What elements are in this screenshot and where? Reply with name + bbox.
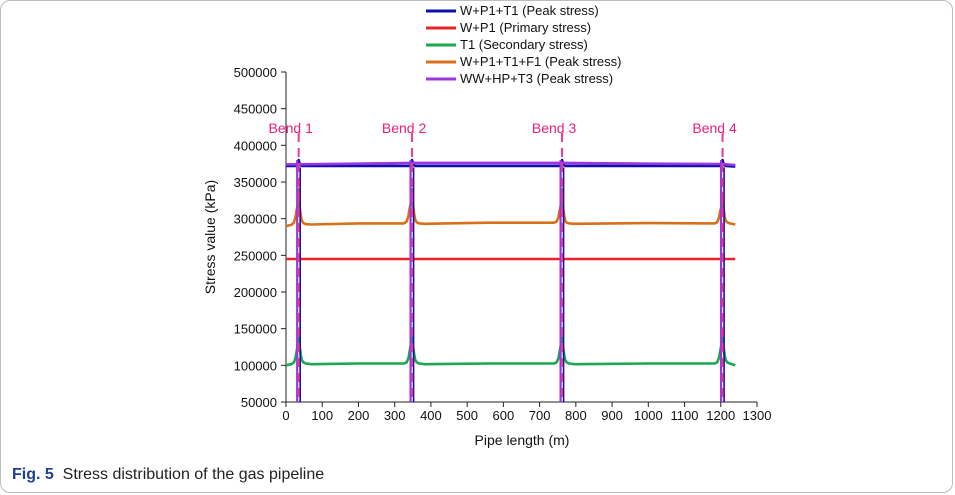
x-tick-label: 0 <box>282 408 289 423</box>
x-axis-label: Pipe length (m) <box>475 432 570 448</box>
legend-entry: T1 (Secondary stress) <box>460 37 588 52</box>
y-tick-label: 300000 <box>234 212 277 227</box>
x-tick-label: 1100 <box>671 408 699 423</box>
bend-label: Bend 4 <box>692 120 737 136</box>
bend-label: Bend 1 <box>268 120 313 136</box>
y-tick-label: 350000 <box>234 175 277 190</box>
x-tick-label: 1300 <box>743 408 772 423</box>
figure-number: Fig. 5 <box>12 466 54 483</box>
bend-label: Bend 3 <box>532 120 577 136</box>
y-tick-label: 450000 <box>234 102 277 117</box>
legend-entry: W+P1+T1+F1 (Peak stress) <box>460 54 621 69</box>
legend-entry: WW+HP+T3 (Peak stress) <box>460 71 613 86</box>
chart-legend: W+P1+T1 (Peak stress) W+P1 (Primary stres… <box>426 3 621 86</box>
x-tick-label: 700 <box>529 408 551 423</box>
x-tick-label: 900 <box>601 408 623 423</box>
series-line-5 <box>285 161 736 167</box>
series-line-3 <box>285 327 736 367</box>
chart-axes: 0 100 200 300 400 500 600 700 800 900 1000 1100 1200… <box>234 65 772 423</box>
y-axis-label: Stress value (kPa) <box>202 180 218 294</box>
y-tick-label: 500000 <box>234 65 277 80</box>
x-tick-label: 800 <box>565 408 587 423</box>
x-tick-label: 300 <box>384 408 406 423</box>
x-tick-label: 100 <box>311 408 333 423</box>
y-tick-label: 100000 <box>234 358 277 373</box>
y-tick-label: 200000 <box>234 285 277 300</box>
x-tick-label: 1200 <box>706 408 735 423</box>
legend-entry: W+P1 (Primary stress) <box>460 20 591 35</box>
figure-caption: Fig. 5 Stress distribution of the gas pi… <box>12 466 324 484</box>
bend-markers: Bend 1 Bend 2 Bend 3 Bend 4 <box>268 120 737 402</box>
y-tick-label: 150000 <box>234 322 277 337</box>
x-tick-label: 400 <box>420 408 442 423</box>
x-tick-label: 600 <box>493 408 515 423</box>
series-line-4 <box>285 188 736 228</box>
x-tick-label: 200 <box>348 408 370 423</box>
legend-entry: W+P1+T1 (Peak stress) <box>460 3 599 18</box>
stress-line-chart: 0 100 200 300 400 500 600 700 800 900 1000 1100 1200… <box>202 3 772 448</box>
x-tick-label: 1000 <box>634 408 663 423</box>
y-tick-label: 400000 <box>234 138 277 153</box>
chart-series-lines <box>285 158 736 402</box>
y-tick-label: 250000 <box>234 248 277 263</box>
figure-caption-text: Stress distribution of the gas pipeline <box>62 466 325 483</box>
x-tick-label: 500 <box>456 408 478 423</box>
y-tick-label: 50000 <box>241 395 277 410</box>
bend-label: Bend 2 <box>382 120 427 136</box>
